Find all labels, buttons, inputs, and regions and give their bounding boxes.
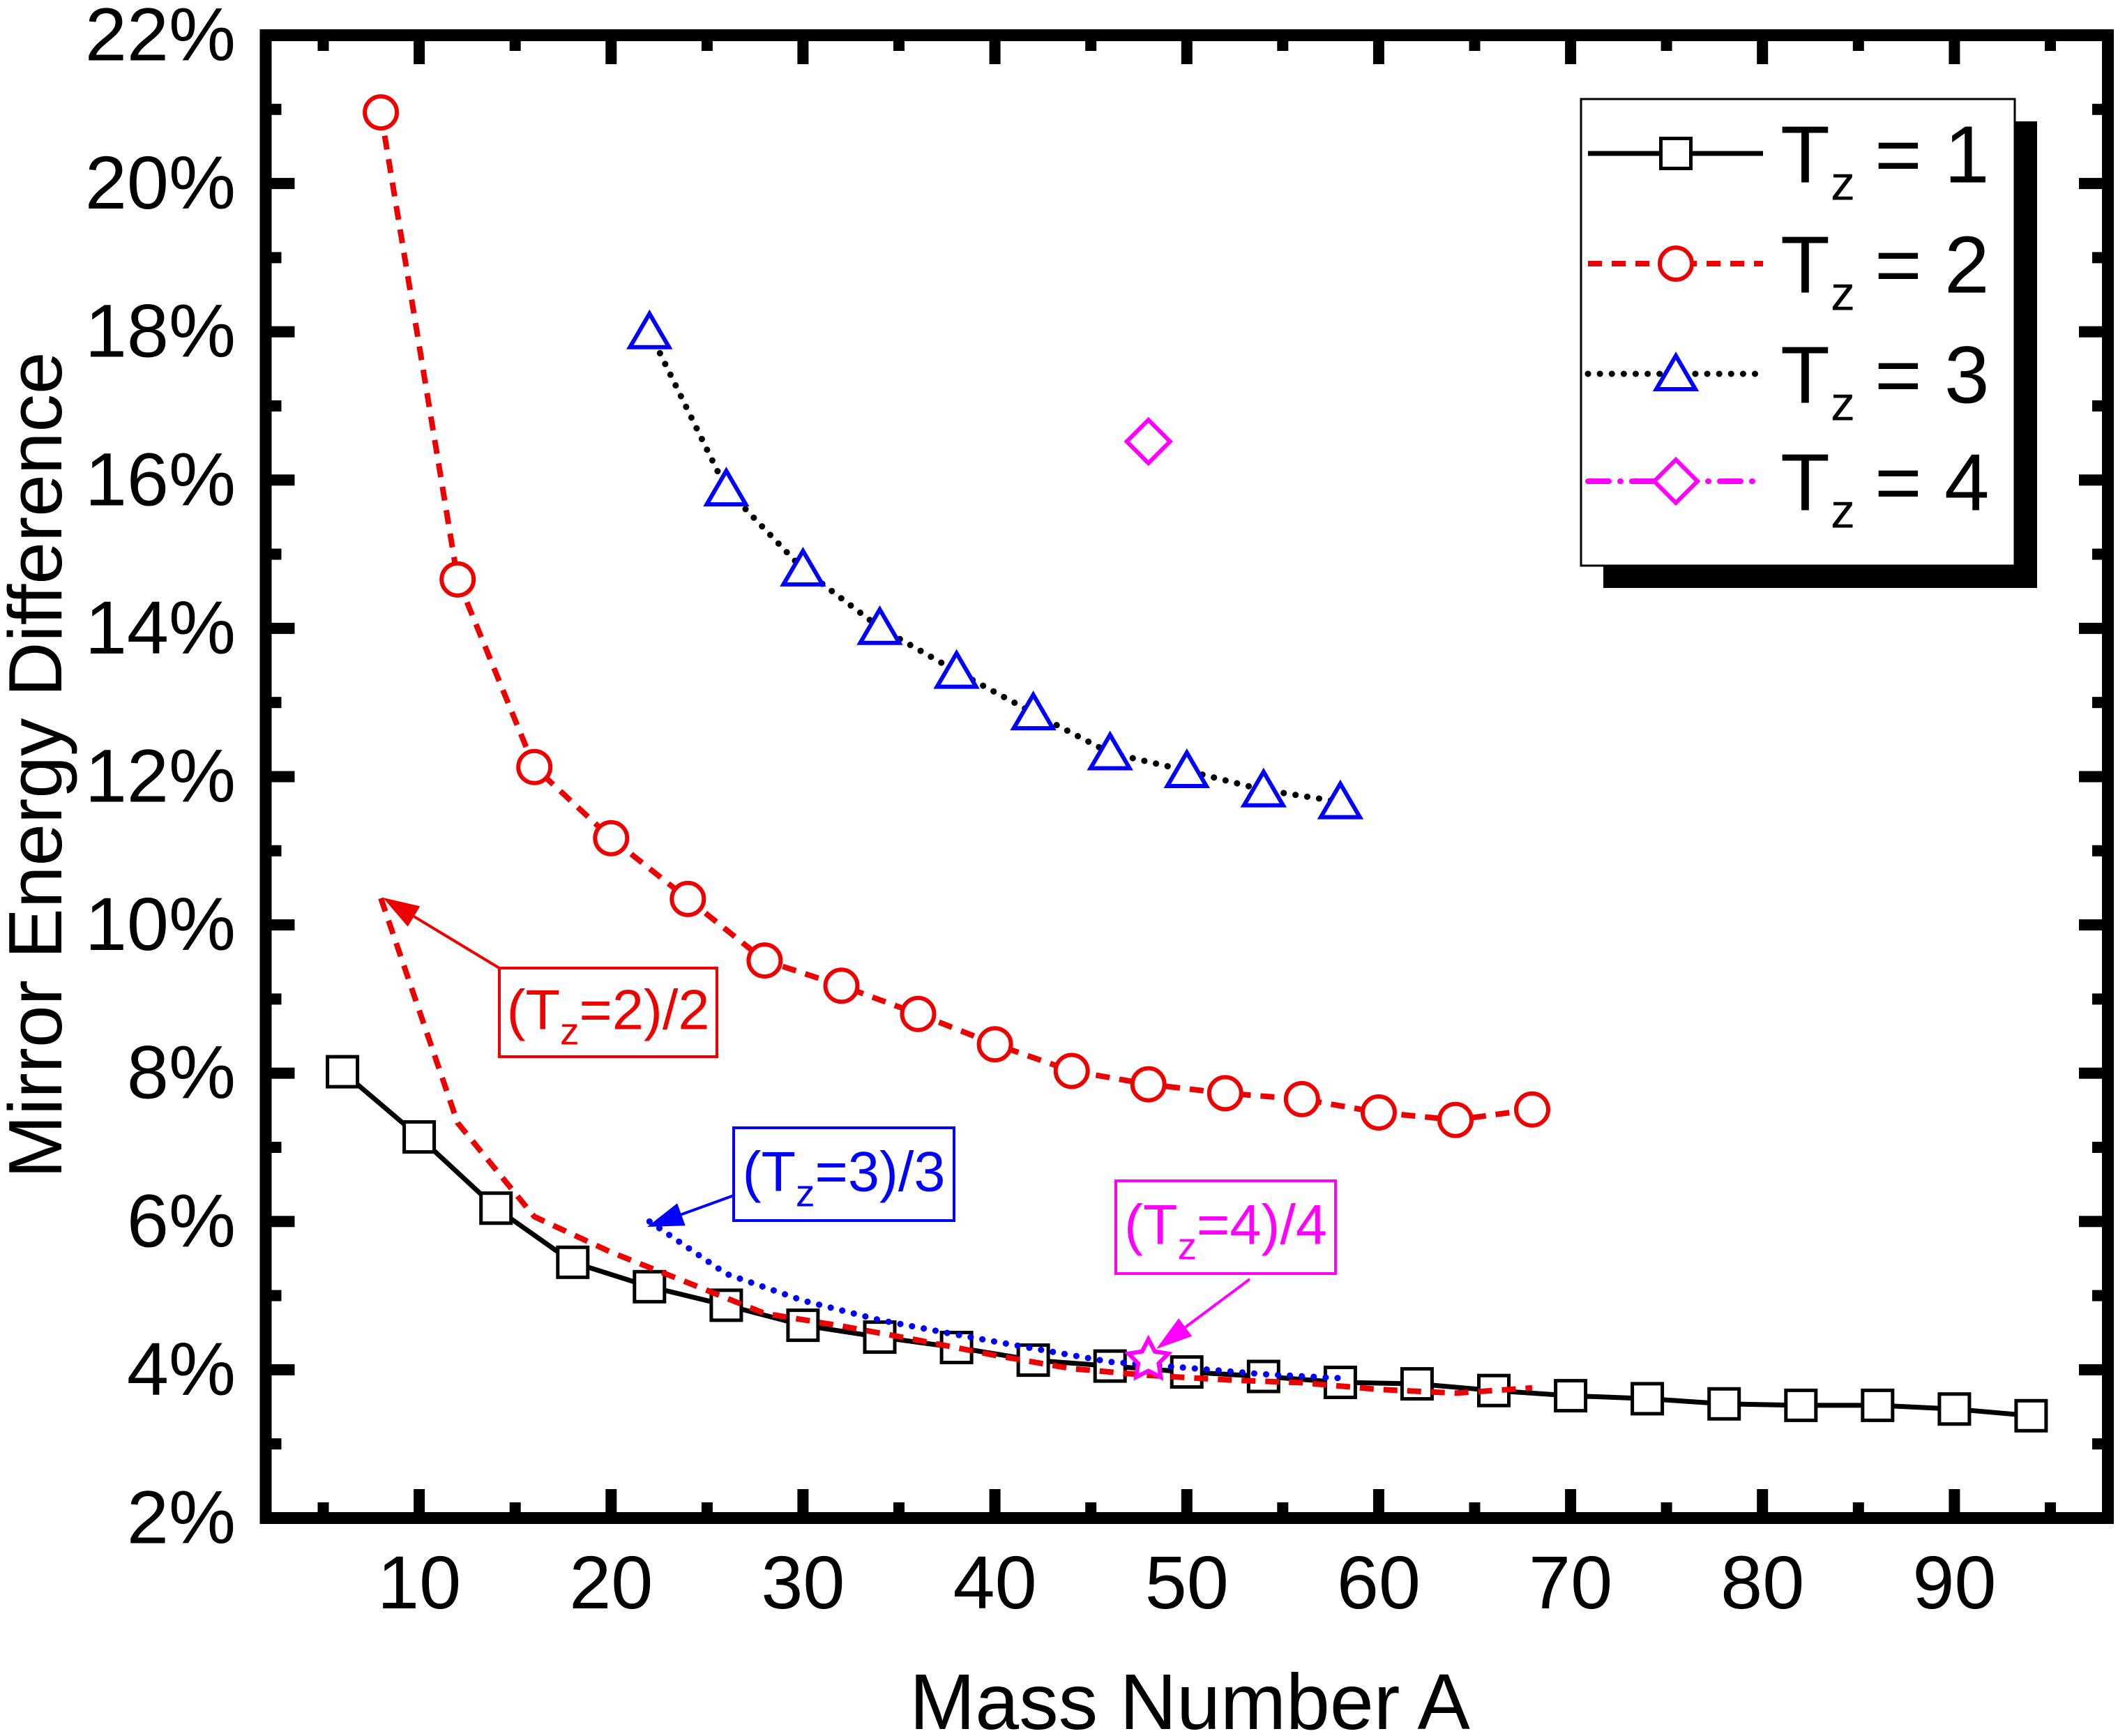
svg-text:16%: 16% [85,437,236,521]
svg-text:70: 70 [1529,1540,1612,1624]
svg-text:Tz= 3: Tz = 3 [1780,330,1989,431]
svg-text:50: 50 [1145,1540,1229,1624]
svg-text:10: 10 [377,1540,461,1624]
svg-text:18%: 18% [85,289,236,373]
svg-text:60: 60 [1337,1540,1421,1624]
svg-text:(Tz=3)/3: (Tz=3)/3 [743,1141,946,1215]
svg-text:20%: 20% [85,140,236,225]
svg-text:40: 40 [953,1540,1037,1624]
svg-text:Tz= 4: Tz = 4 [1780,437,1989,538]
svg-text:14%: 14% [85,585,236,670]
svg-text:22%: 22% [85,0,236,77]
svg-text:20: 20 [569,1540,653,1624]
svg-text:6%: 6% [127,1178,236,1262]
svg-text:12%: 12% [85,734,236,818]
svg-text:Mirror Energy Difference: Mirror Energy Difference [0,352,78,1178]
svg-text:8%: 8% [127,1030,236,1115]
svg-text:2%: 2% [127,1475,236,1560]
svg-text:Mass Number A: Mass Number A [909,1658,1470,1733]
svg-text:4%: 4% [127,1327,236,1411]
svg-text:90: 90 [1912,1540,1996,1624]
svg-text:30: 30 [761,1540,845,1624]
svg-text:10%: 10% [85,882,236,966]
svg-text:(Tz=2)/2: (Tz=2)/2 [507,979,710,1053]
svg-text:Tz= 2: Tz = 2 [1780,220,1989,321]
svg-text:80: 80 [1720,1540,1804,1624]
svg-text:(Tz=4)/4: (Tz=4)/4 [1124,1194,1327,1268]
svg-text:Tz= 1: Tz = 1 [1780,110,1989,211]
